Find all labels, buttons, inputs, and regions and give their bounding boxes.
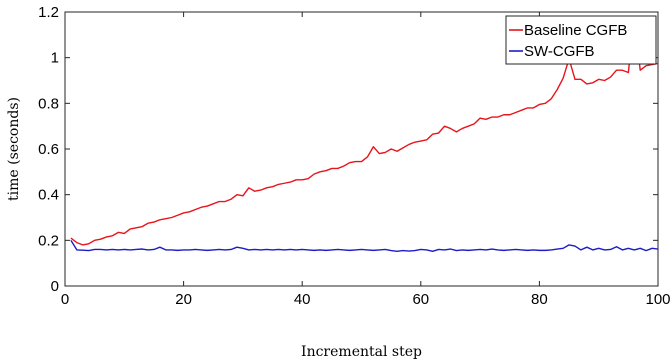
x-tick-label: 80 [531,291,548,308]
y-tick-label: 0.4 [38,187,59,204]
series-line-sw-cgfb [70,239,659,252]
x-axis: 0 20 40 60 80 100 [61,12,670,308]
y-axis: 0 0.2 0.4 0.6 0.8 1 1.2 [38,4,658,295]
legend: Baseline CGFB SW-CGFB [505,15,657,65]
y-tick-label: 0.8 [38,95,59,112]
y-axis-title: time (seconds) [6,97,22,201]
series-line-baseline-cgfb [70,15,659,246]
y-tick-label: 0 [51,278,59,295]
x-tick-label: 60 [412,291,429,308]
x-tick-label: 0 [61,291,69,308]
series-layer [70,15,659,252]
y-tick-label: 1.2 [38,4,59,21]
y-tick-label: 0.6 [38,141,59,158]
x-axis-title: Incremental step [301,344,422,360]
legend-label: SW-CGFB [524,43,595,60]
legend-label: Baseline CGFB [524,22,627,39]
y-tick-label: 1 [51,50,59,67]
x-tick-label: 20 [175,291,192,308]
x-tick-label: 100 [645,291,670,308]
x-tick-label: 40 [294,291,311,308]
legend-box [505,15,657,65]
y-tick-label: 0.2 [38,232,59,249]
